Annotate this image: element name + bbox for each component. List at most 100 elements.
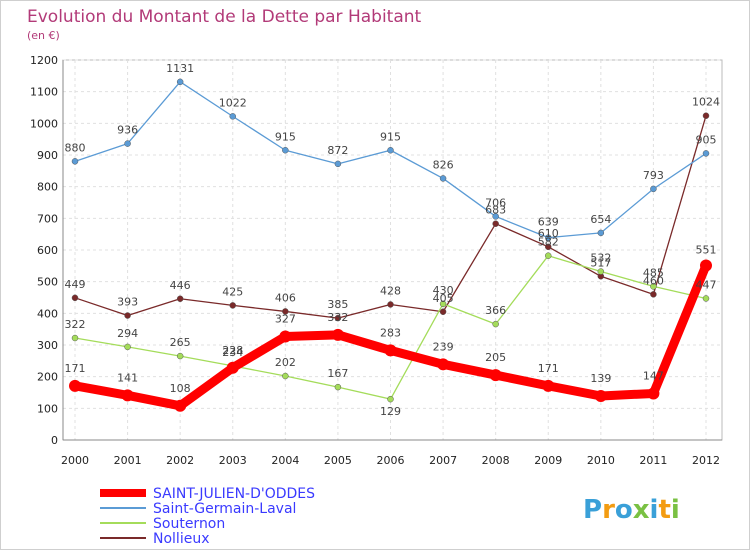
data-label: 265: [170, 336, 191, 349]
data-point: [226, 361, 239, 374]
y-tick-label: 600: [37, 244, 58, 257]
x-tick-label: 2005: [324, 454, 352, 467]
y-tick-label: 1200: [30, 54, 58, 67]
y-tick-label: 100: [37, 402, 58, 415]
data-point: [384, 344, 397, 357]
data-point: [387, 147, 394, 154]
data-label: 283: [380, 326, 401, 339]
data-point: [597, 229, 605, 237]
data-label: 532: [590, 252, 611, 265]
data-label: 129: [380, 405, 401, 418]
data-label: 915: [380, 130, 401, 143]
data-label: 141: [117, 371, 138, 384]
data-label: 405: [433, 292, 454, 305]
data-label: 936: [117, 124, 138, 137]
data-point: [439, 300, 447, 308]
data-point: [71, 158, 79, 165]
plot-area: 0 100 200 300 400 500 600 700 800 900 1000 1100 1200…: [30, 54, 723, 467]
y-tick-label: 0: [51, 434, 58, 447]
data-label: 406: [275, 291, 296, 304]
data-point: [176, 352, 184, 360]
data-point: [71, 334, 79, 342]
data-label: 239: [433, 340, 454, 353]
x-tick-label: 2012: [692, 454, 720, 467]
data-label: 171: [65, 362, 86, 375]
data-label: 322: [65, 318, 86, 331]
data-point: [124, 312, 131, 319]
data-point: [174, 399, 187, 412]
data-label: 654: [590, 213, 611, 226]
y-tick-label: 700: [37, 212, 58, 225]
data-point: [702, 295, 710, 302]
chart-subtitle: (en €): [27, 29, 60, 42]
data-point: [492, 220, 499, 227]
y-tick-label: 300: [37, 339, 58, 352]
data-point: [331, 328, 344, 341]
data-point: [597, 268, 605, 275]
chart-title: Evolution du Montant de la Dette par Hab…: [27, 7, 422, 27]
x-tick-label: 2002: [166, 454, 194, 467]
data-point: [439, 308, 447, 315]
data-point: [387, 301, 394, 308]
data-point: [439, 175, 447, 182]
y-tick-label: 200: [37, 371, 58, 384]
data-label: 425: [222, 285, 243, 298]
data-label: 683: [485, 204, 506, 217]
data-label: 393: [117, 296, 138, 309]
y-tick-label: 1100: [30, 86, 58, 99]
data-point: [542, 379, 555, 392]
data-label: 202: [275, 356, 296, 369]
data-label: 485: [643, 266, 664, 279]
data-point: [594, 389, 607, 402]
data-label: 610: [538, 227, 559, 240]
data-point: [69, 379, 81, 392]
x-tick-label: 2008: [482, 454, 510, 467]
legend-label-0: SAINT-JULIEN-D'ODDES: [153, 486, 315, 502]
data-point: [176, 295, 184, 303]
data-point: [702, 150, 710, 157]
data-point: [71, 294, 79, 302]
data-point: [545, 243, 552, 251]
data-label: 517: [590, 256, 611, 269]
y-tick-label: 900: [37, 149, 58, 162]
data-label: 1131: [166, 62, 194, 75]
data-point: [229, 302, 236, 309]
data-label: 905: [696, 133, 717, 146]
data-label: 332: [327, 311, 348, 324]
data-label: 167: [327, 367, 348, 380]
data-label: 108: [170, 382, 191, 395]
data-label: 582: [538, 236, 559, 249]
data-label: 446: [170, 279, 191, 292]
x-tick-label: 2011: [639, 454, 667, 467]
data-label: 366: [485, 304, 506, 317]
data-label: 234: [222, 346, 243, 359]
data-point: [387, 395, 394, 403]
data-label: 872: [327, 144, 348, 157]
data-label: 1022: [219, 96, 247, 109]
data-point: [437, 358, 450, 371]
x-tick-label: 2010: [587, 454, 615, 467]
x-tick-label: 2000: [61, 454, 89, 467]
data-label: 139: [590, 372, 611, 385]
legend: SAINT-JULIEN-D'ODDESSaint-Germain-LavalS…: [100, 486, 315, 547]
data-point: [334, 383, 342, 391]
data-label: 447: [696, 278, 717, 291]
data-point: [492, 213, 499, 220]
data-label: 147: [643, 369, 664, 382]
data-point: [650, 291, 657, 298]
data-label: 551: [696, 244, 717, 257]
data-label: 385: [327, 298, 348, 311]
data-label: 460: [643, 274, 664, 287]
data-label: 1024: [692, 96, 720, 109]
data-point: [650, 283, 657, 290]
data-point: [229, 113, 236, 120]
data-point: [279, 330, 292, 343]
data-point: [492, 320, 499, 328]
data-label: 171: [538, 362, 559, 375]
y-tick-label: 500: [37, 276, 58, 289]
data-label: 428: [380, 284, 401, 297]
data-point: [334, 160, 342, 168]
data-point: [124, 140, 131, 147]
y-tick-label: 1000: [30, 117, 58, 130]
